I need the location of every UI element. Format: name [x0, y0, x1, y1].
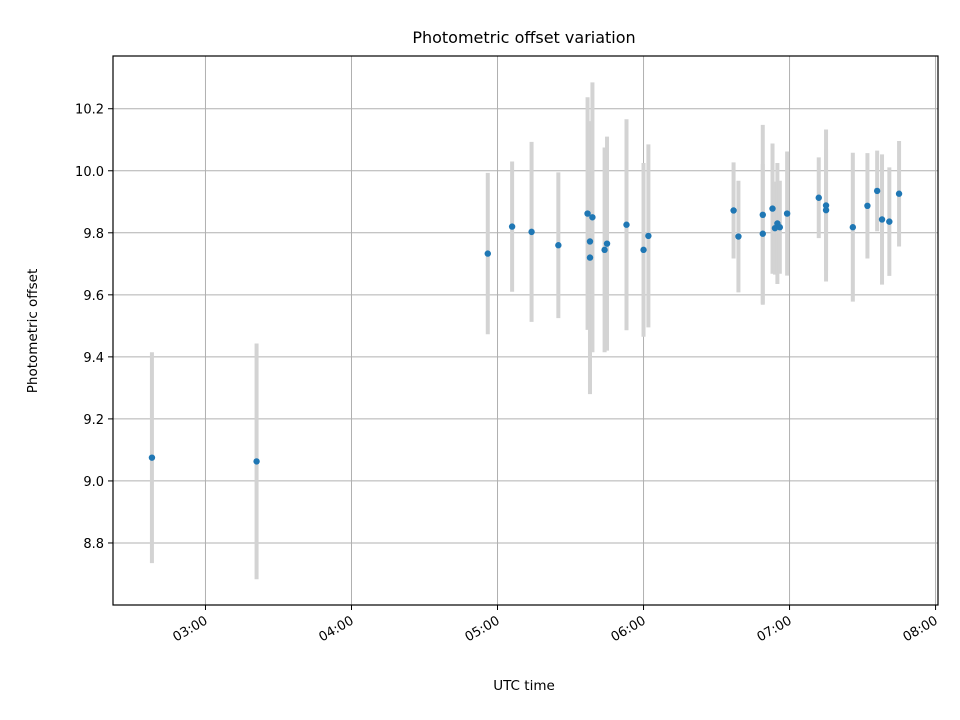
- data-point: [601, 246, 608, 254]
- data-point: [645, 232, 652, 240]
- data-point: [776, 224, 784, 231]
- data-point: [148, 454, 156, 461]
- data-point: [759, 211, 766, 219]
- data-point: [769, 205, 776, 212]
- y-tick-label: 10.2: [75, 103, 104, 118]
- data-point: [873, 187, 881, 195]
- y-tick-label: 9.8: [83, 227, 104, 242]
- y-tick-label: 10.0: [75, 165, 104, 180]
- data-point: [253, 458, 260, 465]
- y-axis-label: Photometric offset: [25, 269, 41, 393]
- grid: [113, 56, 938, 605]
- data-point: [878, 216, 886, 223]
- data-point: [735, 233, 742, 240]
- data-point: [815, 194, 822, 201]
- data-point: [586, 238, 594, 245]
- data-point: [508, 223, 516, 230]
- data-point: [589, 214, 596, 221]
- y-tick-label: 9.0: [83, 475, 104, 490]
- data-point: [484, 250, 491, 257]
- data-point: [603, 240, 611, 247]
- y-tick-label: 8.8: [83, 537, 104, 552]
- data-point: [864, 202, 871, 210]
- data-point: [730, 207, 737, 214]
- y-tick-label: 9.4: [83, 351, 104, 366]
- y-tick-label: 9.2: [83, 413, 104, 428]
- data-point: [886, 218, 893, 225]
- data-point: [584, 210, 591, 217]
- plot-frame: [112, 55, 939, 606]
- chart-title: Photometric offset variation: [412, 28, 635, 47]
- data-point: [822, 202, 830, 209]
- data-point: [849, 224, 857, 231]
- data-points: [148, 187, 903, 465]
- data-point: [640, 246, 647, 254]
- data-point: [623, 221, 630, 228]
- x-axis-label: UTC time: [493, 678, 555, 694]
- data-point: [895, 190, 903, 197]
- data-point: [586, 254, 594, 261]
- y-axis-ticks: 8.8 9.0 9.2 9.4 9.6 9.8 10.0 10.2: [75, 103, 113, 552]
- data-point: [759, 230, 766, 237]
- data-point: [555, 242, 562, 249]
- data-point: [528, 228, 535, 236]
- data-point: [822, 206, 830, 214]
- data-point: [783, 210, 791, 217]
- y-tick-label: 9.6: [83, 289, 104, 304]
